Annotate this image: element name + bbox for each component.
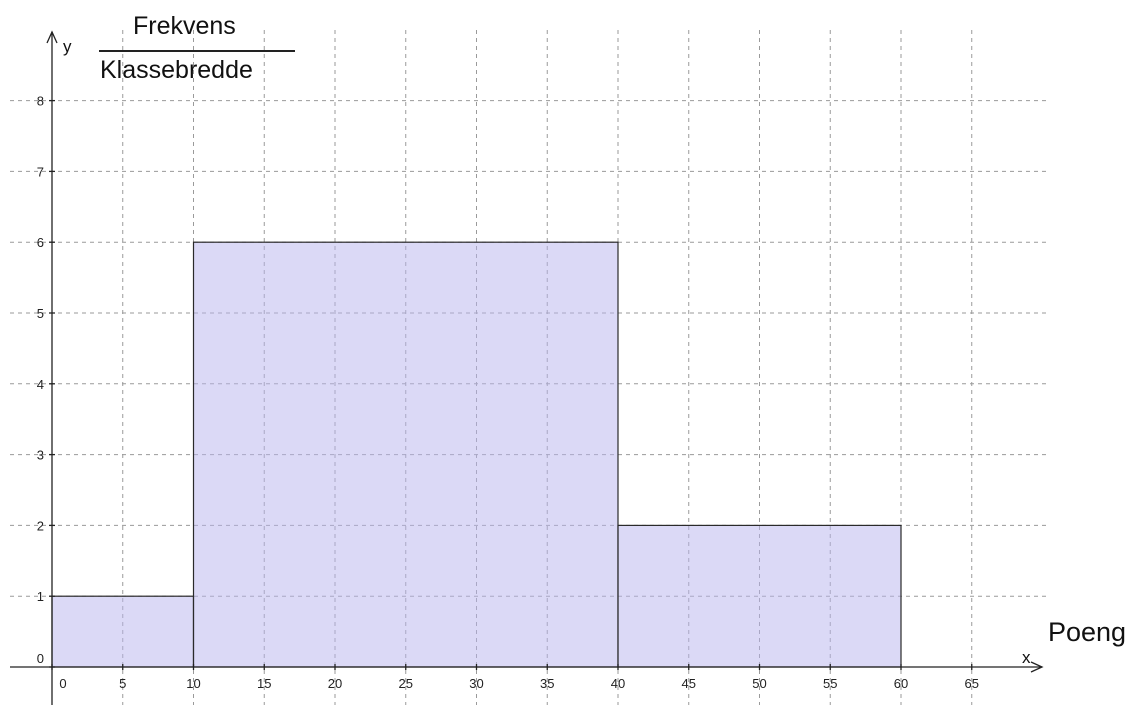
x-tick-label-5: 5 xyxy=(119,676,126,691)
x-tick-label-50: 50 xyxy=(752,676,766,691)
x-tick-label-0: 0 xyxy=(59,676,66,691)
x-tick-label-65: 65 xyxy=(965,676,979,691)
y-tick-label-3: 3 xyxy=(37,448,44,463)
x-tick-label-15: 15 xyxy=(257,676,271,691)
y-tick-label-7: 7 xyxy=(37,164,44,179)
x-tick-label-40: 40 xyxy=(611,676,625,691)
x-tick-label-45: 45 xyxy=(682,676,696,691)
y-tick-label-2: 2 xyxy=(37,518,44,533)
y-tick-label-5: 5 xyxy=(37,306,44,321)
x-tick-label-35: 35 xyxy=(540,676,554,691)
bar-10-40 xyxy=(192,241,619,668)
x-tick-label-20: 20 xyxy=(328,676,342,691)
x-tick-label-60: 60 xyxy=(894,676,908,691)
y-axis-label-denominator: Klassebredde xyxy=(100,56,253,84)
y-tick-label-8: 8 xyxy=(37,94,44,109)
bar-0-10 xyxy=(51,595,195,668)
y-tick-label-6: 6 xyxy=(37,235,44,250)
x-axis-title: Poeng xyxy=(1048,617,1127,647)
y-tick-label-0: 0 xyxy=(37,651,44,666)
histogram-bars xyxy=(51,241,902,668)
x-tick-label-25: 25 xyxy=(399,676,413,691)
x-tick-label-55: 55 xyxy=(823,676,837,691)
y-tick-label-4: 4 xyxy=(37,377,44,392)
axes: yx xyxy=(10,30,1044,705)
x-tick-label-30: 30 xyxy=(469,676,483,691)
y-axis-label-numerator: Frekvens xyxy=(133,12,236,40)
bar-40-60 xyxy=(617,524,902,668)
y-axis-arrow-icon xyxy=(46,30,58,44)
y-tick-label-1: 1 xyxy=(37,589,44,604)
x-tick-label-10: 10 xyxy=(186,676,200,691)
x-axis-letter: x xyxy=(1022,648,1031,667)
x-axis-arrow-icon xyxy=(1030,661,1044,673)
y-axis-letter: y xyxy=(63,37,72,56)
y-axis-label-fraction-bar xyxy=(99,50,295,52)
